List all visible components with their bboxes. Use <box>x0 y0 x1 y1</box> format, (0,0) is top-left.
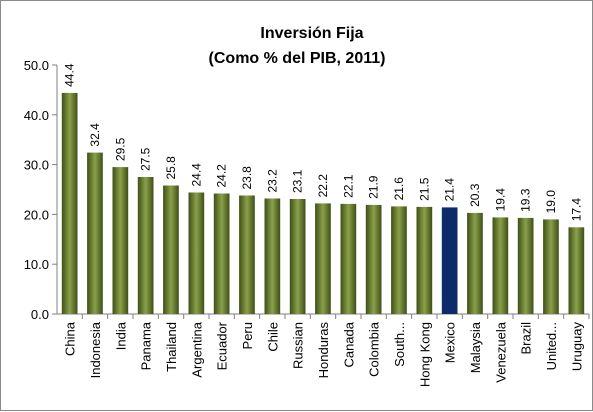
value-label: 21.6 <box>392 177 406 201</box>
bar <box>568 227 585 314</box>
value-label: 29.5 <box>113 137 127 161</box>
y-tick-label: 10.0 <box>24 257 49 272</box>
value-label: 22.2 <box>316 174 330 198</box>
category-label: India <box>113 321 128 350</box>
bar <box>365 204 382 314</box>
value-label: 21.4 <box>443 178 457 202</box>
value-label: 23.8 <box>240 166 254 190</box>
category-label: United... <box>544 322 559 370</box>
value-labels: 44.4 32.4 29.5 27.5 25.8 24.4 24.2 23.8 23.2 23.1… <box>63 63 584 221</box>
y-tick-label: 20.0 <box>24 207 49 222</box>
value-label: 17.4 <box>569 198 583 222</box>
bar <box>264 198 281 314</box>
y-tick-label: 40.0 <box>24 108 49 123</box>
y-tick-label: 0.0 <box>31 307 49 322</box>
value-label: 32.4 <box>88 123 102 147</box>
bar <box>188 192 205 314</box>
category-label: Panama <box>139 321 154 370</box>
bar <box>543 219 559 314</box>
category-label: Indonesia <box>88 321 103 378</box>
value-label: 23.1 <box>291 169 305 193</box>
bar <box>112 167 129 314</box>
category-label: Colombia <box>367 321 382 377</box>
value-label: 22.1 <box>341 174 355 198</box>
bar <box>467 212 483 314</box>
category-label: Russian <box>291 322 306 369</box>
bar <box>340 203 357 314</box>
category-label: Thailand <box>164 322 179 372</box>
bar <box>289 199 306 314</box>
value-label: 24.2 <box>215 164 229 188</box>
bar <box>517 217 534 314</box>
value-label: 19.3 <box>519 188 533 212</box>
category-label: Mexico <box>443 322 458 363</box>
bars <box>61 92 590 319</box>
value-label: 20.3 <box>468 183 482 207</box>
value-label: 21.9 <box>367 175 381 199</box>
bar <box>391 206 407 314</box>
bar <box>441 207 458 314</box>
bar <box>87 152 103 314</box>
bar <box>239 195 255 314</box>
y-tick-label: 30.0 <box>24 158 49 173</box>
category-label: Peru <box>240 322 255 349</box>
bar <box>61 92 78 315</box>
bar <box>163 185 179 314</box>
category-label: Malaysia <box>468 321 483 373</box>
category-label: China <box>63 321 78 356</box>
category-label: Canada <box>341 321 356 367</box>
value-label: 21.5 <box>417 177 431 201</box>
chart-subtitle: (Como % del PIB, 2011) <box>209 50 386 67</box>
category-label: Brazil <box>519 322 534 355</box>
value-label: 44.4 <box>63 63 77 87</box>
value-label: 19.0 <box>544 190 558 214</box>
category-labels: China Indonesia India Panama Thailand Argenti… <box>63 321 585 387</box>
value-label: 23.2 <box>265 169 279 193</box>
category-label: Hong Kong <box>417 322 432 387</box>
bar <box>492 217 509 314</box>
value-label: 25.8 <box>164 156 178 180</box>
category-label: Ecuador <box>215 321 230 370</box>
category-label: Argentina <box>189 321 204 377</box>
bar <box>315 203 331 314</box>
bar <box>416 206 433 314</box>
category-label: South... <box>392 322 407 367</box>
value-label: 27.5 <box>139 147 153 171</box>
chart-title: Inversión Fija <box>260 25 363 42</box>
category-label: Honduras <box>316 322 331 379</box>
y-tick-label: 50.0 <box>24 58 49 73</box>
category-label: Venezuela <box>493 321 508 382</box>
category-label: Chile <box>265 322 280 352</box>
value-label: 24.4 <box>189 163 203 187</box>
category-label: Uruguay <box>569 322 584 372</box>
bar <box>213 193 230 314</box>
value-label: 19.4 <box>493 188 507 212</box>
bar <box>137 177 154 314</box>
